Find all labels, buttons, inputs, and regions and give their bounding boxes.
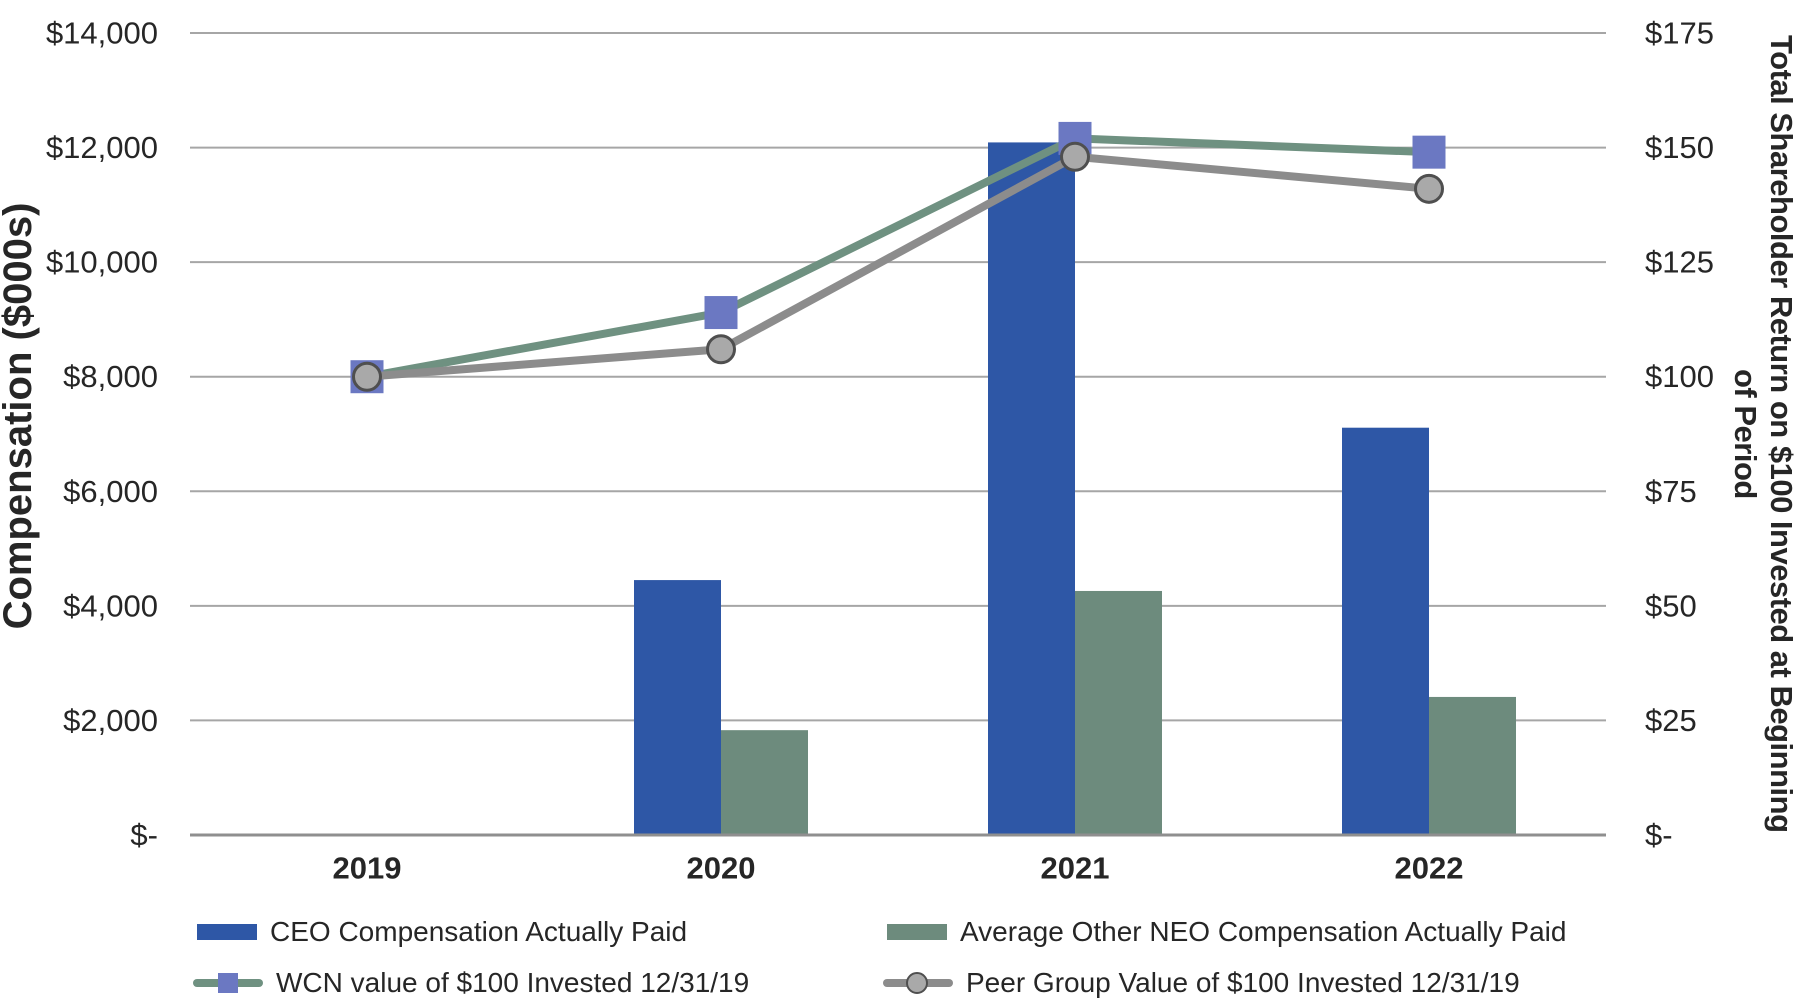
peer-line: [363, 152, 1433, 381]
wcn-line: [363, 134, 1433, 381]
legend-label-wcn: WCN value of $100 Invested 12/31/19: [276, 967, 750, 998]
bar-ceo-2022: [1342, 427, 1429, 835]
legend-item-wcn: WCN value of $100 Invested 12/31/19: [193, 961, 749, 1000]
right-axis-title-line2: of Period: [1728, 369, 1763, 499]
peer-marker-2019: [352, 361, 382, 392]
left-tick-label: $10,000: [46, 245, 158, 280]
right-tick-label: $-: [1645, 818, 1673, 853]
legend-label-ceo: CEO Compensation Actually Paid: [270, 916, 688, 947]
left-tick-label: $6,000: [63, 474, 158, 509]
x-tick-label-2021: 2021: [1041, 851, 1110, 886]
left-tick-label: $12,000: [46, 130, 158, 165]
wcn-marker-2020: [704, 296, 738, 330]
right-tick-label: $75: [1645, 474, 1697, 509]
x-tick-label-2019: 2019: [333, 851, 402, 886]
right-tick-label: $25: [1645, 703, 1697, 738]
bar-ceo-2021: [988, 142, 1075, 835]
legend-swatch-ceo: [197, 924, 257, 940]
peer-marker-2022: [1414, 173, 1444, 204]
bar-neo-2021: [1075, 590, 1162, 835]
left-tick-label: $8,000: [63, 359, 158, 394]
legend-item-ceo: CEO Compensation Actually Paid: [197, 910, 687, 954]
right-axis-title: Total Shareholder Return on $100 Investe…: [1723, 0, 1799, 868]
legend-label-peer: Peer Group Value of $100 Invested 12/31/…: [966, 967, 1520, 998]
right-axis-title-line1: Total Shareholder Return on $100 Investe…: [1764, 35, 1799, 833]
peer-marker-2020: [706, 334, 736, 365]
x-tick-label-2020: 2020: [687, 851, 756, 886]
right-tick-label: $100: [1645, 359, 1714, 394]
right-tick-label: $50: [1645, 588, 1697, 623]
peer-circle-marker-icon: [906, 972, 928, 994]
wcn-square-marker-icon: [218, 973, 238, 993]
right-tick-label: $150: [1645, 130, 1714, 165]
legend-label-neo: Average Other NEO Compensation Actually …: [960, 916, 1567, 947]
left-tick-label: $2,000: [63, 703, 158, 738]
left-tick-label: $14,000: [46, 16, 158, 51]
right-tick-label: $125: [1645, 245, 1714, 280]
left-tick-label: $4,000: [63, 588, 158, 623]
bar-neo-2022: [1429, 696, 1516, 835]
legend-swatch-wcn: [193, 961, 263, 1000]
peer-marker-2021: [1060, 141, 1090, 172]
right-tick-label: $175: [1645, 16, 1714, 51]
x-tick-label-2022: 2022: [1395, 851, 1464, 886]
left-tick-label: $-: [130, 818, 158, 853]
legend-swatch-neo: [887, 924, 947, 940]
wcn-marker-2022: [1412, 135, 1446, 169]
bar-ceo-2020: [634, 580, 721, 835]
bar-neo-2020: [721, 730, 808, 835]
legend-swatch-peer: [883, 961, 953, 1000]
legend-item-neo: Average Other NEO Compensation Actually …: [887, 910, 1566, 954]
legend-item-peer: Peer Group Value of $100 Invested 12/31/…: [883, 961, 1520, 1000]
